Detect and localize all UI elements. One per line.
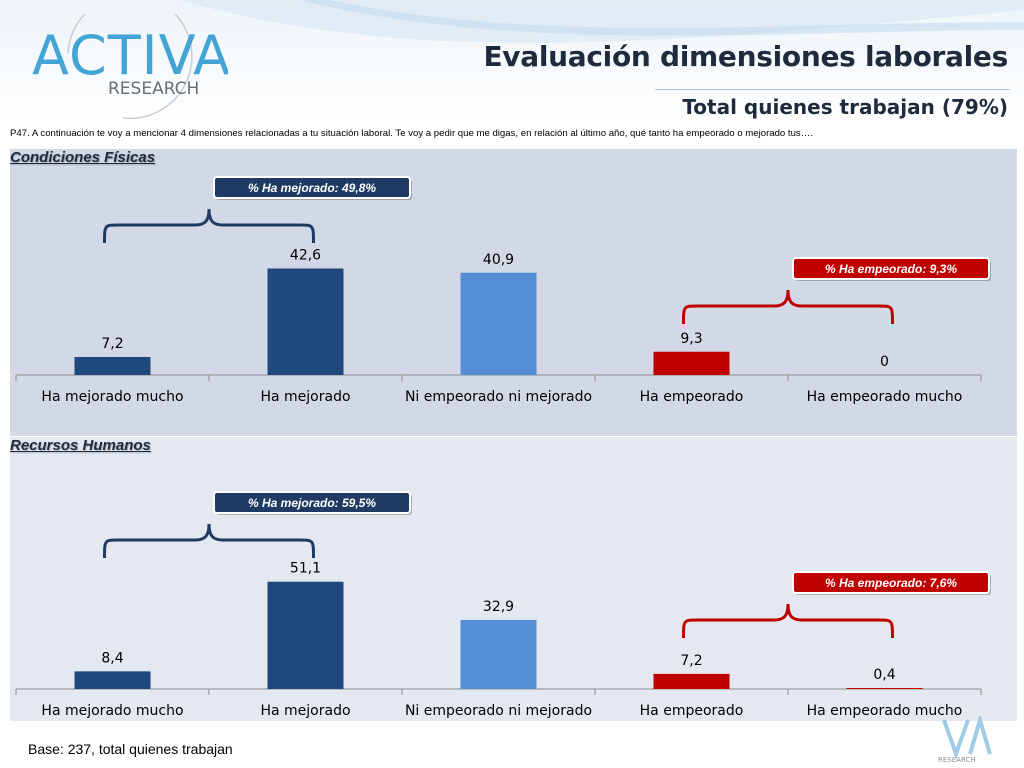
chart-panel-recursos-humanos: Recursos Humanos 8,4 Ha mejorado mucho 51,… xyxy=(10,437,1017,721)
data-label: 32,9 xyxy=(483,599,514,615)
bar xyxy=(267,268,344,375)
page-title: Evaluación dimensiones laborales xyxy=(483,40,1008,73)
bar xyxy=(74,671,151,689)
category-label: Ha empeorado xyxy=(640,389,744,405)
data-label: 7,2 xyxy=(680,653,702,669)
header-banner: ACTIVA RESEARCH xyxy=(0,0,1024,125)
chart-title: Recursos Humanos xyxy=(10,437,151,454)
bar xyxy=(460,272,537,375)
bar xyxy=(460,619,537,689)
data-label: 0 xyxy=(880,354,889,370)
category-label: Ni empeorado ni mejorado xyxy=(405,389,592,405)
bar xyxy=(653,351,730,375)
bracket xyxy=(103,523,315,559)
chart-panel-condiciones-fisicas: Condiciones Físicas 7,2 Ha mejorado mucho… xyxy=(10,149,1017,436)
data-label: 9,3 xyxy=(680,331,702,347)
category-label: Ha empeorado mucho xyxy=(807,703,963,719)
title-divider xyxy=(655,89,1010,90)
corner-logo: RESEARCH xyxy=(938,716,992,764)
annotation-label: % Ha empeorado: 7,6% xyxy=(825,576,957,590)
annotation-label: % Ha mejorado: 49,8% xyxy=(248,181,376,195)
header-swoosh xyxy=(180,0,1024,43)
annotation-box xyxy=(213,176,411,199)
category-label: Ni empeorado ni mejorado xyxy=(405,703,592,719)
data-label: 51,1 xyxy=(290,561,321,577)
category-label: Ha empeorado mucho xyxy=(807,389,963,405)
svg-text:RESEARCH: RESEARCH xyxy=(108,79,199,99)
svg-text:RESEARCH: RESEARCH xyxy=(938,756,976,764)
annotation-label: % Ha empeorado: 9,3% xyxy=(825,262,957,276)
question-text: P47. A continuación te voy a mencionar 4… xyxy=(10,128,813,139)
bar xyxy=(846,688,923,689)
bar-chart-recursos-humanos: 8,4 Ha mejorado mucho 51,1 Ha mejorado 32,9 N… xyxy=(15,491,991,719)
annotation-box xyxy=(792,257,990,280)
activa-logo: ACTIVA RESEARCH xyxy=(32,14,228,120)
data-label: 0,4 xyxy=(873,667,895,683)
bracket xyxy=(682,289,894,325)
chart-title: Condiciones Físicas xyxy=(10,149,156,166)
bar-chart-condiciones-fisicas: 7,2 Ha mejorado mucho 42,6 Ha mejorado 40,9 N… xyxy=(15,176,991,405)
category-label: Ha mejorado mucho xyxy=(41,389,183,405)
page-subtitle: Total quienes trabajan (79%) xyxy=(682,95,1008,119)
bar xyxy=(267,581,344,689)
category-label: Ha mejorado xyxy=(260,389,350,405)
bar xyxy=(653,673,730,689)
base-note: Base: 237, total quienes trabajan xyxy=(28,741,233,757)
data-label: 40,9 xyxy=(483,252,514,268)
annotation-box xyxy=(213,491,411,514)
category-label: Ha empeorado xyxy=(640,703,744,719)
data-label: 42,6 xyxy=(290,248,321,264)
category-label: Ha mejorado xyxy=(260,703,350,719)
svg-text:ACTIVA: ACTIVA xyxy=(32,24,228,87)
annotation-label: % Ha mejorado: 59,5% xyxy=(248,496,376,510)
category-label: Ha mejorado mucho xyxy=(41,703,183,719)
data-label: 7,2 xyxy=(101,336,123,352)
annotation-box xyxy=(792,571,990,594)
bracket xyxy=(682,603,894,639)
data-label: 8,4 xyxy=(101,650,123,666)
bar xyxy=(74,357,151,375)
bracket xyxy=(103,208,315,244)
